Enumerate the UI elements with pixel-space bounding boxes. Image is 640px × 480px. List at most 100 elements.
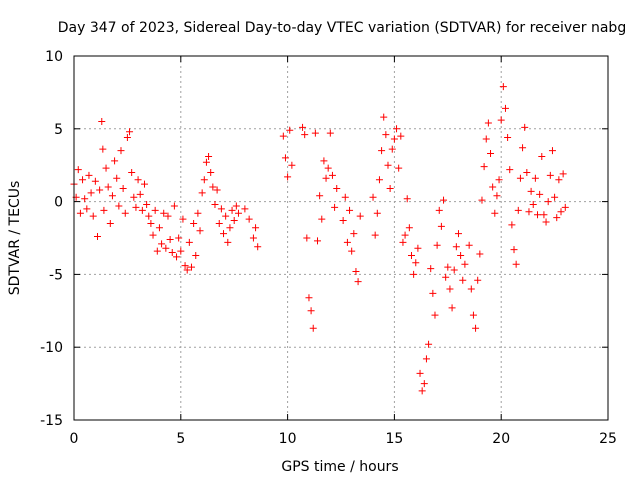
data-point (504, 134, 512, 142)
data-point (179, 215, 187, 223)
data-point (467, 285, 475, 293)
y-tick-label: 5 (54, 122, 63, 138)
data-point (121, 209, 129, 217)
data-point (213, 186, 221, 194)
tick-marks (73, 55, 609, 421)
data-point (482, 135, 490, 143)
data-point (435, 206, 443, 214)
data-point (501, 104, 509, 112)
data-point (220, 230, 228, 238)
data-point (433, 241, 441, 249)
data-point (158, 240, 166, 248)
data-point (241, 205, 249, 213)
data-point (288, 161, 296, 169)
data-point (286, 126, 294, 134)
data-point (320, 157, 328, 165)
data-point (354, 278, 362, 286)
data-point (418, 387, 426, 395)
data-point (123, 134, 131, 142)
data-point (484, 119, 492, 127)
data-point (427, 265, 435, 273)
data-point (429, 289, 437, 297)
data-point (111, 157, 119, 165)
data-point (380, 113, 388, 121)
x-tick-label: 15 (385, 431, 403, 447)
data-point (151, 206, 159, 214)
data-point (126, 128, 134, 136)
data-point (128, 168, 136, 176)
data-point (519, 144, 527, 152)
x-tick-label: 25 (599, 431, 617, 447)
data-point (140, 180, 148, 188)
data-point (222, 212, 230, 220)
data-point (371, 231, 379, 239)
data-point (115, 202, 123, 210)
data-point (104, 183, 112, 191)
data-point (452, 243, 460, 251)
data-point (346, 206, 354, 214)
data-point (281, 154, 289, 162)
data-point (309, 324, 317, 332)
data-point (506, 166, 514, 174)
data-point (211, 201, 219, 209)
data-point (510, 246, 518, 254)
data-point (544, 198, 552, 206)
data-point (99, 145, 107, 153)
data-point (328, 171, 336, 179)
data-point (348, 247, 356, 255)
data-point (446, 285, 454, 293)
data-point (542, 218, 550, 226)
data-point (245, 215, 253, 223)
data-point (173, 253, 181, 261)
data-point (301, 131, 309, 139)
data-point (457, 251, 465, 259)
data-point (523, 168, 531, 176)
data-point (170, 202, 178, 210)
data-point (145, 212, 153, 220)
data-point (521, 123, 529, 131)
data-point (412, 259, 420, 267)
data-point (132, 203, 140, 211)
data-point (525, 208, 533, 216)
y-axis-label: SDTVAR / TECUs (7, 181, 23, 296)
data-point (209, 183, 217, 191)
data-point (536, 190, 544, 198)
data-point (74, 166, 82, 174)
data-point (314, 237, 322, 245)
data-point (234, 209, 242, 217)
data-point (405, 224, 413, 232)
data-point (230, 217, 238, 225)
data-point (559, 170, 567, 178)
data-point (476, 250, 484, 258)
data-point (168, 249, 176, 257)
data-point (448, 304, 456, 312)
data-point (437, 222, 445, 230)
data-point (200, 176, 208, 184)
data-point (215, 219, 223, 227)
data-point (207, 168, 215, 176)
data-point (166, 235, 174, 243)
data-point (226, 224, 234, 232)
data-point (138, 206, 146, 214)
data-point (459, 276, 467, 284)
data-point (333, 184, 341, 192)
data-point (117, 147, 125, 155)
data-point (279, 132, 287, 140)
data-point (375, 176, 383, 184)
data-point (378, 147, 386, 155)
data-point (540, 211, 548, 219)
data-point (196, 227, 204, 235)
data-point (164, 212, 172, 220)
data-point (284, 173, 292, 181)
data-point (548, 147, 556, 155)
data-point (538, 152, 546, 160)
data-point (561, 203, 569, 211)
data-point (461, 260, 469, 268)
y-tick-label: -15 (40, 413, 63, 429)
data-point (489, 183, 497, 191)
data-point (495, 176, 503, 184)
data-point (480, 163, 488, 171)
data-point (249, 234, 257, 242)
data-point (155, 224, 163, 232)
data-point (143, 201, 151, 209)
